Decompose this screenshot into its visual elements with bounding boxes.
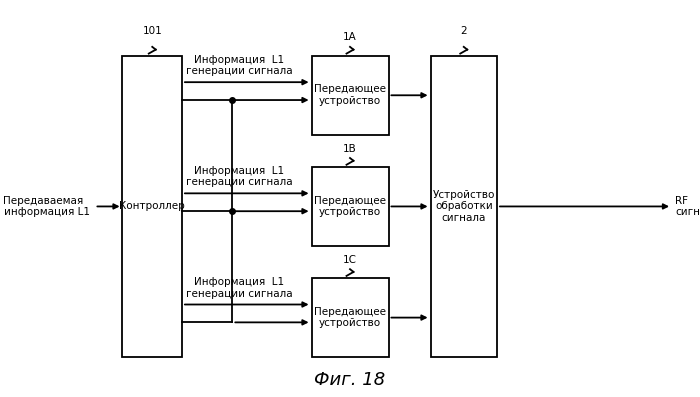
Text: RF
сигнал: RF сигнал — [676, 196, 700, 217]
Text: Информация  L1
генерации сигнала: Информация L1 генерации сигнала — [186, 277, 293, 299]
Text: Передающее
устройство: Передающее устройство — [314, 196, 386, 217]
Text: 1B: 1B — [343, 144, 357, 154]
Text: 2: 2 — [461, 26, 467, 36]
Text: 1A: 1A — [343, 33, 357, 42]
Text: Информация  L1
генерации сигнала: Информация L1 генерации сигнала — [186, 55, 293, 76]
Text: Передаваемая
информация L1: Передаваемая информация L1 — [4, 196, 90, 217]
Text: 101: 101 — [142, 26, 162, 36]
Bar — [312, 167, 388, 246]
Bar — [312, 56, 388, 135]
Text: Контроллер: Контроллер — [120, 201, 185, 212]
Text: Информация  L1
генерации сигнала: Информация L1 генерации сигнала — [186, 166, 293, 187]
Text: Передающее
устройство: Передающее устройство — [314, 85, 386, 106]
Bar — [122, 56, 182, 357]
Text: Устройство
обработки
сигнала: Устройство обработки сигнала — [433, 190, 495, 223]
Text: Передающее
устройство: Передающее устройство — [314, 307, 386, 328]
Text: 1C: 1C — [343, 255, 357, 265]
Bar — [312, 278, 388, 357]
Bar — [430, 56, 497, 357]
Text: Фиг. 18: Фиг. 18 — [314, 371, 386, 389]
